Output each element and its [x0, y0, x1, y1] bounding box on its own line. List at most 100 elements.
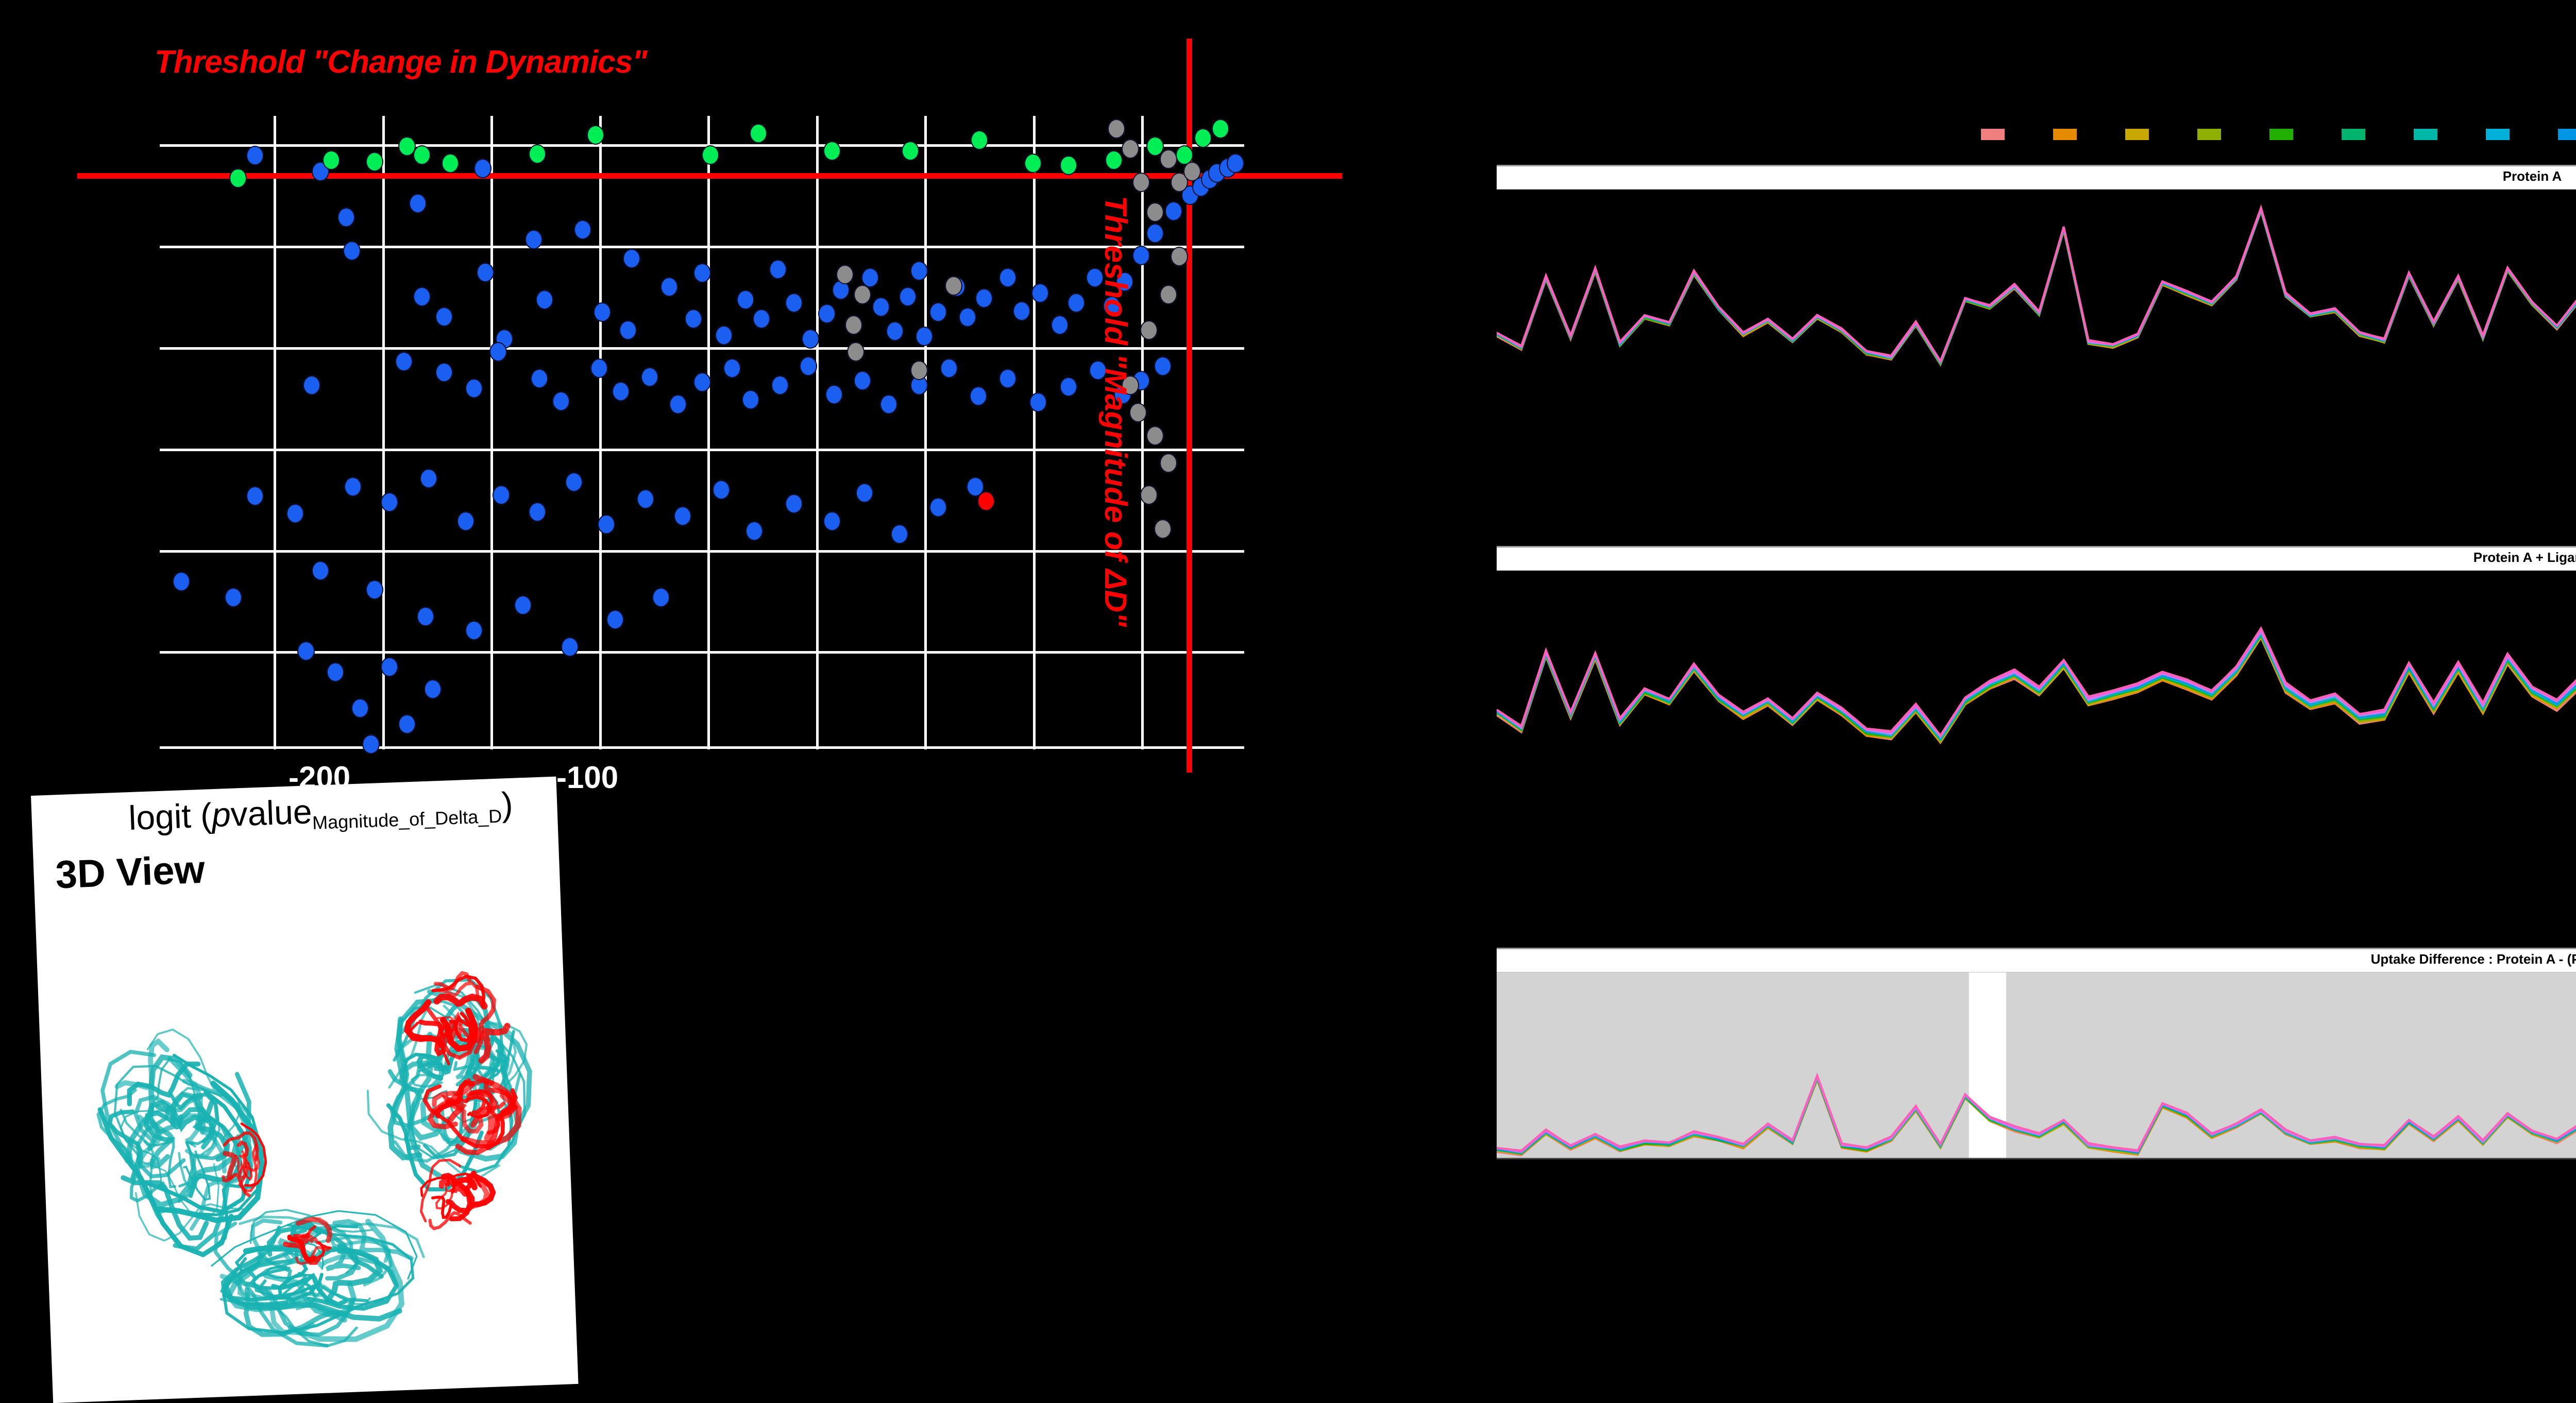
scatter-point[interactable] — [1154, 356, 1172, 376]
scatter-point[interactable] — [416, 606, 434, 626]
scatter-point[interactable] — [362, 734, 380, 755]
scatter-point[interactable] — [977, 491, 995, 511]
scatter-point[interactable] — [365, 151, 383, 172]
uptake-trace[interactable] — [1497, 1073, 2576, 1152]
scatter-point[interactable] — [999, 267, 1017, 287]
scatter-point[interactable] — [1227, 153, 1245, 174]
scatter-point[interactable] — [999, 369, 1017, 389]
scatter-point[interactable] — [1121, 139, 1139, 159]
scatter-point[interactable] — [854, 284, 872, 304]
scatter-point[interactable] — [561, 637, 579, 657]
scatter-point[interactable] — [343, 241, 361, 261]
scatter-point[interactable] — [825, 385, 843, 405]
protein-structure-cartoon[interactable] — [61, 903, 562, 1384]
scatter-point[interactable] — [552, 391, 570, 411]
scatter-point[interactable] — [1140, 485, 1158, 505]
scatter-point[interactable] — [742, 390, 760, 410]
scatter-point[interactable] — [1194, 128, 1212, 148]
scatter-point[interactable] — [1121, 375, 1139, 395]
scatter-point[interactable] — [652, 587, 670, 607]
uptake-trace[interactable] — [1497, 628, 2576, 738]
scatter-point[interactable] — [845, 315, 863, 335]
scatter-point[interactable] — [749, 124, 767, 144]
scatter-point[interactable] — [736, 289, 754, 310]
scatter-point[interactable] — [565, 472, 583, 492]
scatter-point[interactable] — [684, 309, 702, 329]
scatter-point[interactable] — [910, 261, 928, 281]
scatter-point[interactable] — [1103, 296, 1121, 316]
scatter-point[interactable] — [929, 302, 947, 322]
scatter-point[interactable] — [970, 386, 988, 406]
scatter-point[interactable] — [1140, 320, 1158, 340]
scatter-point[interactable] — [598, 515, 616, 535]
scatter-point[interactable] — [435, 363, 453, 383]
scatter-point[interactable] — [622, 248, 640, 268]
scatter-point[interactable] — [901, 141, 919, 161]
scatter-point[interactable] — [1013, 301, 1031, 321]
scatter-point[interactable] — [173, 572, 191, 592]
scatter-point[interactable] — [612, 382, 630, 402]
scatter-point[interactable] — [771, 375, 789, 395]
scatter-point[interactable] — [327, 662, 344, 682]
scatter-point[interactable] — [823, 141, 841, 161]
scatter-point[interactable] — [1159, 284, 1177, 304]
scatter-point[interactable] — [606, 609, 624, 629]
scatter-point[interactable] — [660, 277, 679, 297]
scatter-point[interactable] — [715, 325, 733, 345]
scatter-point[interactable] — [1089, 361, 1107, 381]
scatter-point[interactable] — [365, 580, 383, 600]
scatter-point[interactable] — [702, 145, 720, 165]
scatter-point[interactable] — [246, 486, 264, 506]
uptake-difference-traces[interactable] — [1497, 972, 2576, 1159]
scatter-point[interactable] — [528, 144, 546, 164]
uptake-trace[interactable] — [1497, 1072, 2576, 1153]
scatter-point[interactable] — [409, 193, 427, 213]
scatter-point[interactable] — [1146, 426, 1164, 446]
uptake-trace[interactable] — [1497, 204, 2576, 364]
uptake-difference-plot[interactable]: Uptake Difference : Protein A - (Protein… — [1497, 948, 2576, 1159]
scatter-point[interactable] — [536, 289, 554, 310]
scatter-point[interactable] — [398, 136, 416, 157]
scatter-point[interactable] — [1154, 519, 1172, 539]
scatter-point[interactable] — [971, 130, 989, 150]
scatter-point[interactable] — [587, 125, 605, 145]
scatter-point[interactable] — [1067, 293, 1085, 313]
scatter-point[interactable] — [1170, 247, 1188, 267]
scatter-point[interactable] — [879, 394, 897, 414]
scatter-point[interactable] — [286, 504, 304, 524]
scatter-point[interactable] — [959, 307, 977, 328]
scatter-point[interactable] — [753, 309, 771, 329]
scatter-point[interactable] — [1159, 453, 1177, 473]
scatter-point[interactable] — [1159, 149, 1177, 169]
scatter-point[interactable] — [1105, 150, 1123, 170]
scatter-point[interactable] — [823, 511, 841, 532]
scatter-point[interactable] — [1132, 173, 1150, 193]
scatter-point[interactable] — [344, 476, 362, 497]
scatter-point[interactable] — [1146, 202, 1164, 222]
scatter-point[interactable] — [713, 480, 731, 500]
scatter-point[interactable] — [297, 641, 315, 661]
scatter-point[interactable] — [1146, 136, 1164, 157]
scatter-point[interactable] — [456, 511, 474, 532]
scatter-point[interactable] — [1132, 245, 1150, 265]
scatter-point[interactable] — [474, 159, 492, 179]
scatter-point[interactable] — [514, 595, 532, 615]
scatter-point[interactable] — [641, 367, 659, 387]
scatter-point[interactable] — [899, 286, 917, 306]
scatter-point[interactable] — [465, 620, 483, 640]
scatter-point[interactable] — [940, 358, 958, 378]
scatter-point[interactable] — [1165, 201, 1183, 221]
scatter-point[interactable] — [745, 521, 763, 541]
scatter-point[interactable] — [1129, 402, 1147, 422]
scatter-point[interactable] — [673, 506, 691, 526]
uptake-trace[interactable] — [1497, 1072, 2576, 1152]
scatter-point[interactable] — [593, 302, 611, 322]
scatter-plot-area[interactable] — [77, 39, 1342, 773]
scatter-point[interactable] — [929, 498, 947, 518]
scatter-point[interactable] — [246, 146, 264, 166]
scatter-point[interactable] — [799, 356, 817, 376]
scatter-point[interactable] — [975, 288, 993, 309]
scatter-point[interactable] — [890, 524, 908, 544]
scatter-point[interactable] — [818, 303, 836, 323]
scatter-point[interactable] — [489, 341, 507, 362]
